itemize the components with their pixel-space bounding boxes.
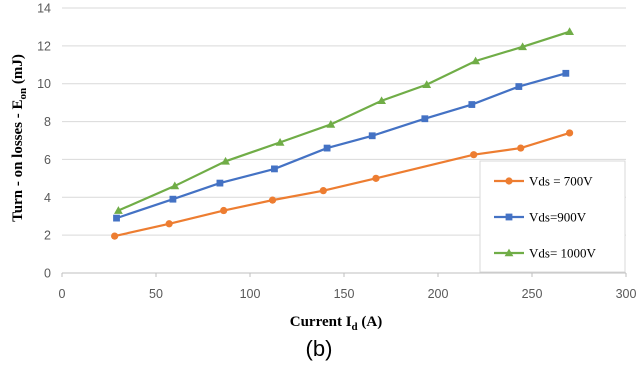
x-axis-title-main: Current I <box>290 314 352 330</box>
y-axis-title-main: Turn - on losses - E <box>10 99 26 221</box>
y-tick-label: 12 <box>37 39 51 53</box>
data-point <box>468 101 476 108</box>
data-point <box>170 181 180 190</box>
data-point <box>275 137 285 146</box>
y-tick-label: 4 <box>44 191 51 205</box>
data-point <box>377 96 386 105</box>
series-3 <box>114 27 574 214</box>
data-point <box>216 179 224 187</box>
data-point <box>221 156 230 165</box>
data-point <box>113 214 120 222</box>
y-tick-label: 2 <box>44 229 51 243</box>
x-tick-label: 150 <box>334 287 355 301</box>
data-point <box>517 144 525 152</box>
x-axis-title-end: (A) <box>358 314 383 330</box>
data-point <box>566 129 574 137</box>
legend-entry-1: Vds = 700V <box>494 174 593 189</box>
data-point <box>471 56 480 65</box>
data-point <box>323 144 331 152</box>
tick-labels: 0 2 4 6 8 10 12 14 0 50 100 150 200 250 300 <box>37 2 636 302</box>
y-axis-title-end: (mJ) <box>10 54 26 88</box>
legend: Vds = 700V Vds=900V Vds= 1000V <box>479 160 626 273</box>
x-axis-title-sub: d <box>352 321 358 333</box>
gridlines <box>62 7 626 236</box>
data-point <box>372 174 380 182</box>
x-tick-label: 0 <box>59 287 66 301</box>
x-tick-label: 200 <box>428 287 449 301</box>
data-point <box>518 42 527 51</box>
series-1 <box>111 129 574 240</box>
x-tick-label: 100 <box>240 287 261 301</box>
x-tick-label: 300 <box>616 287 637 301</box>
series-line <box>117 30 570 212</box>
data-point <box>268 196 277 204</box>
y-tick-label: 10 <box>37 77 51 91</box>
data-point <box>562 69 570 77</box>
y-axis-title-sub: on <box>17 88 29 100</box>
x-tick-label: 50 <box>149 287 163 301</box>
legend-marker <box>505 213 513 221</box>
axes <box>61 272 627 277</box>
legend-entry-2: Vds=900V <box>494 210 587 225</box>
legend-marker <box>505 177 513 185</box>
data-point <box>271 165 278 173</box>
legend-label: Vds = 700V <box>529 174 593 189</box>
y-tick-label: 14 <box>37 2 51 16</box>
legend-marker <box>504 248 514 257</box>
x-tick-label: 250 <box>522 287 543 301</box>
data-point <box>422 80 432 88</box>
x-axis-title: Current Id (A) <box>290 314 383 333</box>
data-point <box>421 115 429 123</box>
data-point <box>368 132 376 140</box>
legend-label: Vds=900V <box>529 210 587 225</box>
legend-entry-3: Vds= 1000V <box>494 246 597 261</box>
y-axis-title: Turn - on losses - Eon (mJ) <box>10 54 29 222</box>
y-tick-label: 0 <box>44 267 51 281</box>
y-tick-label: 6 <box>44 153 51 167</box>
data-point <box>114 206 123 214</box>
data-point <box>515 83 523 90</box>
data-point <box>165 220 173 228</box>
data-point <box>565 27 574 35</box>
figure-caption: (b) <box>305 336 333 361</box>
data-point <box>319 187 327 195</box>
data-point <box>326 120 336 128</box>
series-layer <box>111 27 574 240</box>
data-point <box>111 232 119 240</box>
series-2 <box>113 69 570 222</box>
legend-label: Vds= 1000V <box>529 246 597 261</box>
data-point <box>220 206 228 215</box>
series-line <box>116 72 567 220</box>
data-point <box>470 151 478 159</box>
y-tick-label: 8 <box>44 115 51 129</box>
data-point <box>169 195 177 203</box>
